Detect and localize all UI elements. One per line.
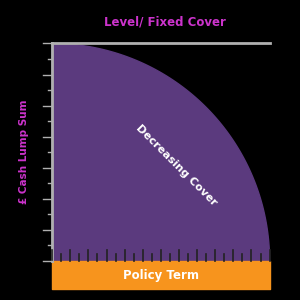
Polygon shape <box>52 44 270 261</box>
Text: £ Cash Lump Sum: £ Cash Lump Sum <box>19 100 29 204</box>
Text: Level/ Fixed Cover: Level/ Fixed Cover <box>104 15 226 28</box>
Text: Policy Term: Policy Term <box>123 268 199 281</box>
Text: Decreasing Cover: Decreasing Cover <box>134 123 218 208</box>
